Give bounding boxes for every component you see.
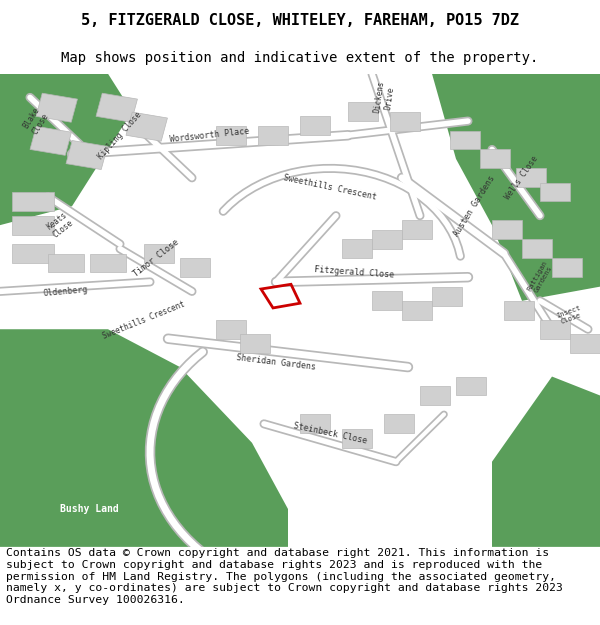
- Bar: [552, 258, 582, 278]
- Bar: [348, 102, 378, 121]
- Bar: [144, 244, 174, 263]
- Bar: [300, 414, 330, 433]
- Bar: [342, 239, 372, 258]
- Bar: [516, 168, 546, 187]
- Bar: [402, 301, 432, 320]
- Bar: [342, 429, 372, 448]
- Text: Timor Close: Timor Close: [131, 238, 181, 279]
- Bar: [48, 254, 84, 272]
- Text: Steinbeck Close: Steinbeck Close: [292, 421, 368, 446]
- Bar: [96, 93, 137, 122]
- Text: Bushy Land: Bushy Land: [60, 504, 119, 514]
- Bar: [492, 221, 522, 239]
- Text: Sweethills Crescent: Sweethills Crescent: [283, 173, 377, 202]
- Bar: [420, 386, 450, 405]
- Bar: [258, 126, 288, 145]
- Bar: [300, 116, 330, 135]
- Text: Keats
Close: Keats Close: [45, 211, 75, 240]
- Bar: [216, 126, 246, 145]
- Bar: [522, 239, 552, 258]
- Bar: [540, 320, 570, 339]
- Bar: [390, 112, 420, 131]
- Text: Rattigan
Gardens: Rattigan Gardens: [526, 259, 554, 295]
- Bar: [540, 182, 570, 201]
- Bar: [30, 126, 71, 156]
- Text: Oldenberg: Oldenberg: [43, 285, 89, 298]
- Bar: [36, 93, 77, 122]
- Text: Fitzgerald Close: Fitzgerald Close: [314, 265, 394, 280]
- Text: Insect
Close: Insect Close: [556, 304, 584, 326]
- Bar: [66, 141, 107, 169]
- Bar: [570, 334, 600, 353]
- Bar: [180, 258, 210, 278]
- Bar: [12, 244, 54, 263]
- Text: Dickens
Drive: Dickens Drive: [372, 80, 396, 115]
- Bar: [372, 230, 402, 249]
- Text: 5, FITZGERALD CLOSE, WHITELEY, FAREHAM, PO15 7DZ: 5, FITZGERALD CLOSE, WHITELEY, FAREHAM, …: [81, 13, 519, 28]
- Bar: [240, 334, 270, 353]
- Text: Austen Gardens: Austen Gardens: [452, 174, 496, 238]
- Bar: [450, 131, 480, 149]
- Text: Map shows position and indicative extent of the property.: Map shows position and indicative extent…: [61, 51, 539, 64]
- Bar: [216, 320, 246, 339]
- Bar: [432, 287, 462, 306]
- Polygon shape: [0, 74, 132, 225]
- Bar: [12, 192, 54, 211]
- Polygon shape: [0, 329, 288, 547]
- Text: Blake
Close: Blake Close: [22, 106, 50, 136]
- Bar: [12, 216, 54, 234]
- Text: Kipling Close: Kipling Close: [97, 110, 143, 161]
- Text: Wells Close: Wells Close: [504, 154, 540, 201]
- Bar: [126, 112, 167, 141]
- Polygon shape: [492, 376, 600, 547]
- Bar: [384, 414, 414, 433]
- Bar: [504, 301, 534, 320]
- Bar: [372, 291, 402, 310]
- Bar: [90, 254, 126, 272]
- Bar: [456, 376, 486, 396]
- Bar: [402, 221, 432, 239]
- Text: Contains OS data © Crown copyright and database right 2021. This information is : Contains OS data © Crown copyright and d…: [6, 549, 563, 605]
- Text: Sweethills Crescent: Sweethills Crescent: [101, 299, 187, 341]
- Text: Sheridan Gardens: Sheridan Gardens: [236, 353, 316, 372]
- Bar: [480, 149, 510, 168]
- Polygon shape: [432, 74, 600, 301]
- Text: Wordsworth Place: Wordsworth Place: [170, 127, 250, 144]
